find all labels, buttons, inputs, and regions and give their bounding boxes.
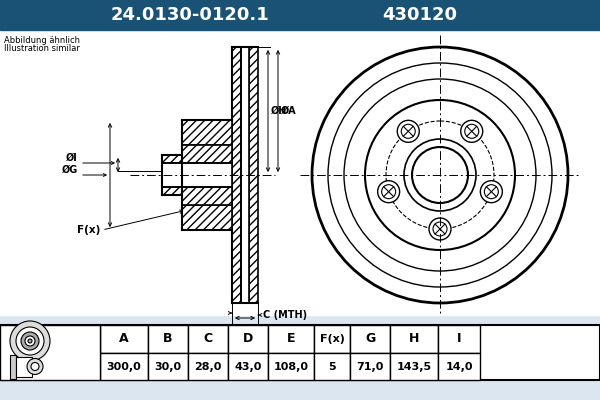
Text: H: H [409,332,419,346]
Bar [182,120,232,145]
Bar [162,155,182,163]
Text: B: B [241,326,248,336]
Circle shape [429,218,451,240]
Bar [390,353,438,380]
Circle shape [481,181,502,203]
Circle shape [16,327,44,355]
Bar [0,30,310,315]
Circle shape [382,185,395,199]
Text: 43,0: 43,0 [235,362,262,372]
Text: ØE: ØE [163,168,173,182]
Bar [0,325,600,380]
Text: B: B [163,332,173,346]
Text: E: E [287,332,295,346]
Bar [188,325,228,353]
Text: 30,0: 30,0 [154,362,182,372]
Bar [182,163,232,187]
Text: 143,5: 143,5 [397,362,431,372]
Text: 71,0: 71,0 [356,362,383,372]
Text: D: D [243,332,253,346]
Bar [390,325,438,353]
Bar [182,145,232,163]
Text: 430120: 430120 [383,6,458,24]
Circle shape [31,362,39,370]
Circle shape [365,100,515,250]
Bar [249,47,258,303]
Bar [100,353,148,380]
Circle shape [412,147,468,203]
Bar [0,325,100,380]
Text: F(x): F(x) [77,225,100,235]
Bar [228,325,268,353]
Bar [310,30,600,315]
Text: ØA: ØA [281,106,296,116]
Circle shape [10,321,50,361]
Circle shape [465,124,479,138]
Circle shape [28,339,32,343]
Bar [182,187,232,205]
Circle shape [25,336,35,346]
Bar [228,353,268,380]
Text: Illustration similar: Illustration similar [4,44,80,53]
Text: 5: 5 [328,362,336,372]
Text: A: A [119,332,129,346]
Bar [10,354,16,378]
Text: 300,0: 300,0 [107,362,142,372]
Text: C (MTH): C (MTH) [263,310,307,320]
Circle shape [433,222,447,236]
Bar [438,353,480,380]
Text: 28,0: 28,0 [194,362,221,372]
Bar [0,0,600,30]
Text: D: D [236,336,244,346]
Circle shape [328,63,552,287]
Text: ØH: ØH [271,106,287,116]
Circle shape [404,139,476,211]
Bar [162,187,182,195]
Bar [100,325,148,353]
Circle shape [397,120,419,142]
Bar [182,145,232,163]
Text: ØI: ØI [66,153,78,163]
Bar [182,205,232,230]
Bar [249,47,258,303]
Bar [162,187,182,195]
Circle shape [484,185,499,199]
Circle shape [377,181,400,203]
Text: 24.0130-0120.1: 24.0130-0120.1 [110,6,269,24]
Bar [232,47,241,303]
Text: C: C [203,332,212,346]
Bar [182,187,232,205]
Bar [314,353,350,380]
Text: ØG: ØG [62,165,78,175]
Text: F(x): F(x) [320,334,344,344]
Bar [162,155,182,163]
Bar [232,47,241,303]
Bar [16,356,32,376]
Circle shape [344,79,536,271]
Text: I: I [457,332,461,346]
Bar [182,120,232,145]
Circle shape [401,124,415,138]
Circle shape [312,47,568,303]
Bar [350,353,390,380]
Bar [182,205,232,230]
Bar [314,325,350,353]
Bar [188,353,228,380]
Bar [148,353,188,380]
Circle shape [461,120,483,142]
Bar [162,163,182,187]
Circle shape [21,332,39,350]
Text: 14,0: 14,0 [445,362,473,372]
Bar [350,325,390,353]
Bar [268,325,314,353]
Text: Abbildung ähnlich: Abbildung ähnlich [4,36,80,45]
Bar [438,325,480,353]
Circle shape [386,121,494,229]
Bar [241,47,249,303]
Bar [148,325,188,353]
Circle shape [27,358,43,374]
Text: G: G [365,332,375,346]
Text: 108,0: 108,0 [274,362,308,372]
Bar [268,353,314,380]
